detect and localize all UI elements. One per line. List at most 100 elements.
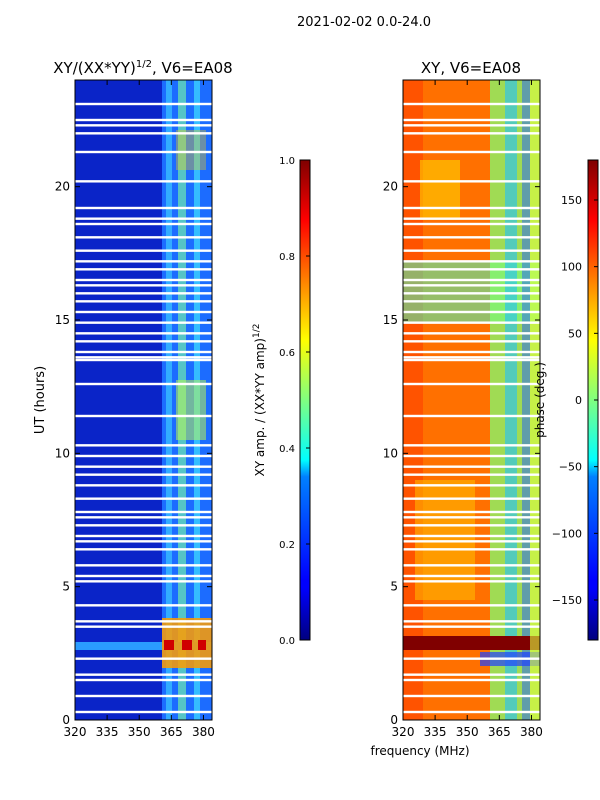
colorbar-tick-label: 0.8 (279, 252, 295, 263)
colorbar-tick-label: 150 (561, 194, 582, 207)
gap-row (75, 534, 212, 538)
colorbar-tick-label: −150 (552, 594, 582, 607)
gap-row (75, 710, 212, 714)
gap-row (75, 540, 212, 543)
right-heatmap-dark-row (403, 636, 540, 650)
right-heatmap-yellow-edge (530, 80, 540, 720)
colorbar-tick-label: 100 (561, 261, 582, 274)
gap-row (75, 249, 212, 252)
right-axis-ticks: 320 335 350 365 380 0 5 10 15 20 (383, 80, 543, 739)
xtick-label: 320 (64, 725, 87, 739)
ytick-label: 0 (62, 713, 70, 727)
gap-row (403, 358, 540, 362)
ytick-label: 15 (383, 313, 398, 327)
gap-row (403, 673, 540, 676)
colorbar-tick-label: 0.6 (279, 348, 295, 359)
gap-row (75, 132, 212, 135)
gap-row (403, 118, 540, 122)
gap-row (75, 236, 212, 239)
gap-row (403, 180, 540, 183)
gap-row (403, 516, 540, 519)
gap-row (403, 321, 540, 324)
gap-row (75, 484, 212, 487)
ytick-label: 10 (383, 446, 398, 460)
gap-row (403, 540, 540, 543)
gap-row (403, 484, 540, 487)
gap-row (403, 414, 540, 418)
colorbar-tick-label: 0.4 (279, 444, 295, 455)
gap-row (403, 300, 540, 303)
gap-row (75, 292, 212, 295)
ytick-label: 10 (55, 446, 70, 460)
gap-row (403, 657, 540, 660)
gap-row (75, 332, 212, 335)
colorbar-tick-label: −50 (559, 461, 582, 474)
gap-row (75, 222, 212, 226)
gap-row (403, 278, 540, 282)
gap-row (75, 694, 212, 698)
gap-row (75, 310, 212, 314)
gap-row (75, 321, 212, 324)
gap-row (75, 284, 212, 287)
gap-row (403, 497, 540, 500)
xtick-label: 335 (424, 725, 447, 739)
right-heatmap-band-cyan (505, 80, 517, 720)
left-title-main: XY/(XX*YY) (53, 59, 136, 77)
gap-row (75, 524, 212, 527)
gap-row (75, 206, 212, 210)
xtick-label: 380 (192, 725, 215, 739)
xtick-label: 350 (456, 725, 479, 739)
gap-row (403, 236, 540, 239)
gap-row (403, 102, 540, 106)
xtick-label: 335 (96, 725, 119, 739)
gap-row (403, 350, 540, 354)
gap-row (403, 534, 540, 538)
xtick-label: 365 (488, 725, 511, 739)
gap-row (75, 465, 212, 468)
left-axes-frame (74, 79, 213, 721)
gap-row (403, 268, 540, 271)
gap-row (75, 473, 212, 476)
gap-row (75, 548, 212, 551)
left-colorbar-label-exponent: 1/2 (252, 324, 262, 338)
colorbar-tick-label: 0.2 (279, 540, 295, 551)
gap-row (75, 382, 212, 386)
gap-row (75, 564, 212, 567)
right-axes-frame (402, 79, 541, 721)
xtick-label: 350 (128, 725, 151, 739)
right-heatmap (403, 80, 540, 720)
gap-row (75, 278, 212, 282)
ytick-label: 5 (62, 580, 70, 594)
gap-row (75, 268, 212, 271)
ytick-label: 0 (390, 713, 398, 727)
xtick-label: 365 (160, 725, 183, 739)
left-ylabel: UT (hours) (33, 366, 48, 434)
left-title-tail: , V6=EA08 (152, 59, 233, 77)
gap-row (403, 249, 540, 252)
colorbar-tick-label: 50 (568, 327, 582, 340)
left-colorbar-label: XY amp. / (XX*YY amp)1/2 (252, 324, 267, 477)
gap-row (403, 150, 540, 154)
left-heatmap-gaps (75, 102, 212, 714)
gap-row (403, 310, 540, 314)
gap-row (403, 694, 540, 698)
right-colorbar-label: phase (deg.) (533, 362, 547, 438)
right-heatmap-band-blue (522, 80, 530, 720)
shared-xlabel: frequency (MHz) (370, 744, 469, 758)
left-heatmap-stripe-1 (166, 80, 172, 720)
left-heatmap-peak-red-3 (198, 640, 206, 650)
gap-row (403, 710, 540, 714)
gap-row (75, 673, 212, 676)
right-heatmap-gaps (403, 102, 540, 714)
gap-row (403, 217, 540, 220)
gap-row (403, 620, 540, 623)
left-heatmap-rfi-row (75, 642, 212, 650)
left-heatmap-peak-red-1 (164, 640, 174, 650)
gap-row (75, 580, 212, 583)
gap-row (75, 118, 212, 122)
left-colorbar-label-main: XY amp. / (XX*YY amp) (253, 338, 267, 476)
left-colorbar (299, 159, 311, 641)
gap-row (403, 604, 540, 607)
left-heatmap-patch-1 (176, 380, 206, 440)
